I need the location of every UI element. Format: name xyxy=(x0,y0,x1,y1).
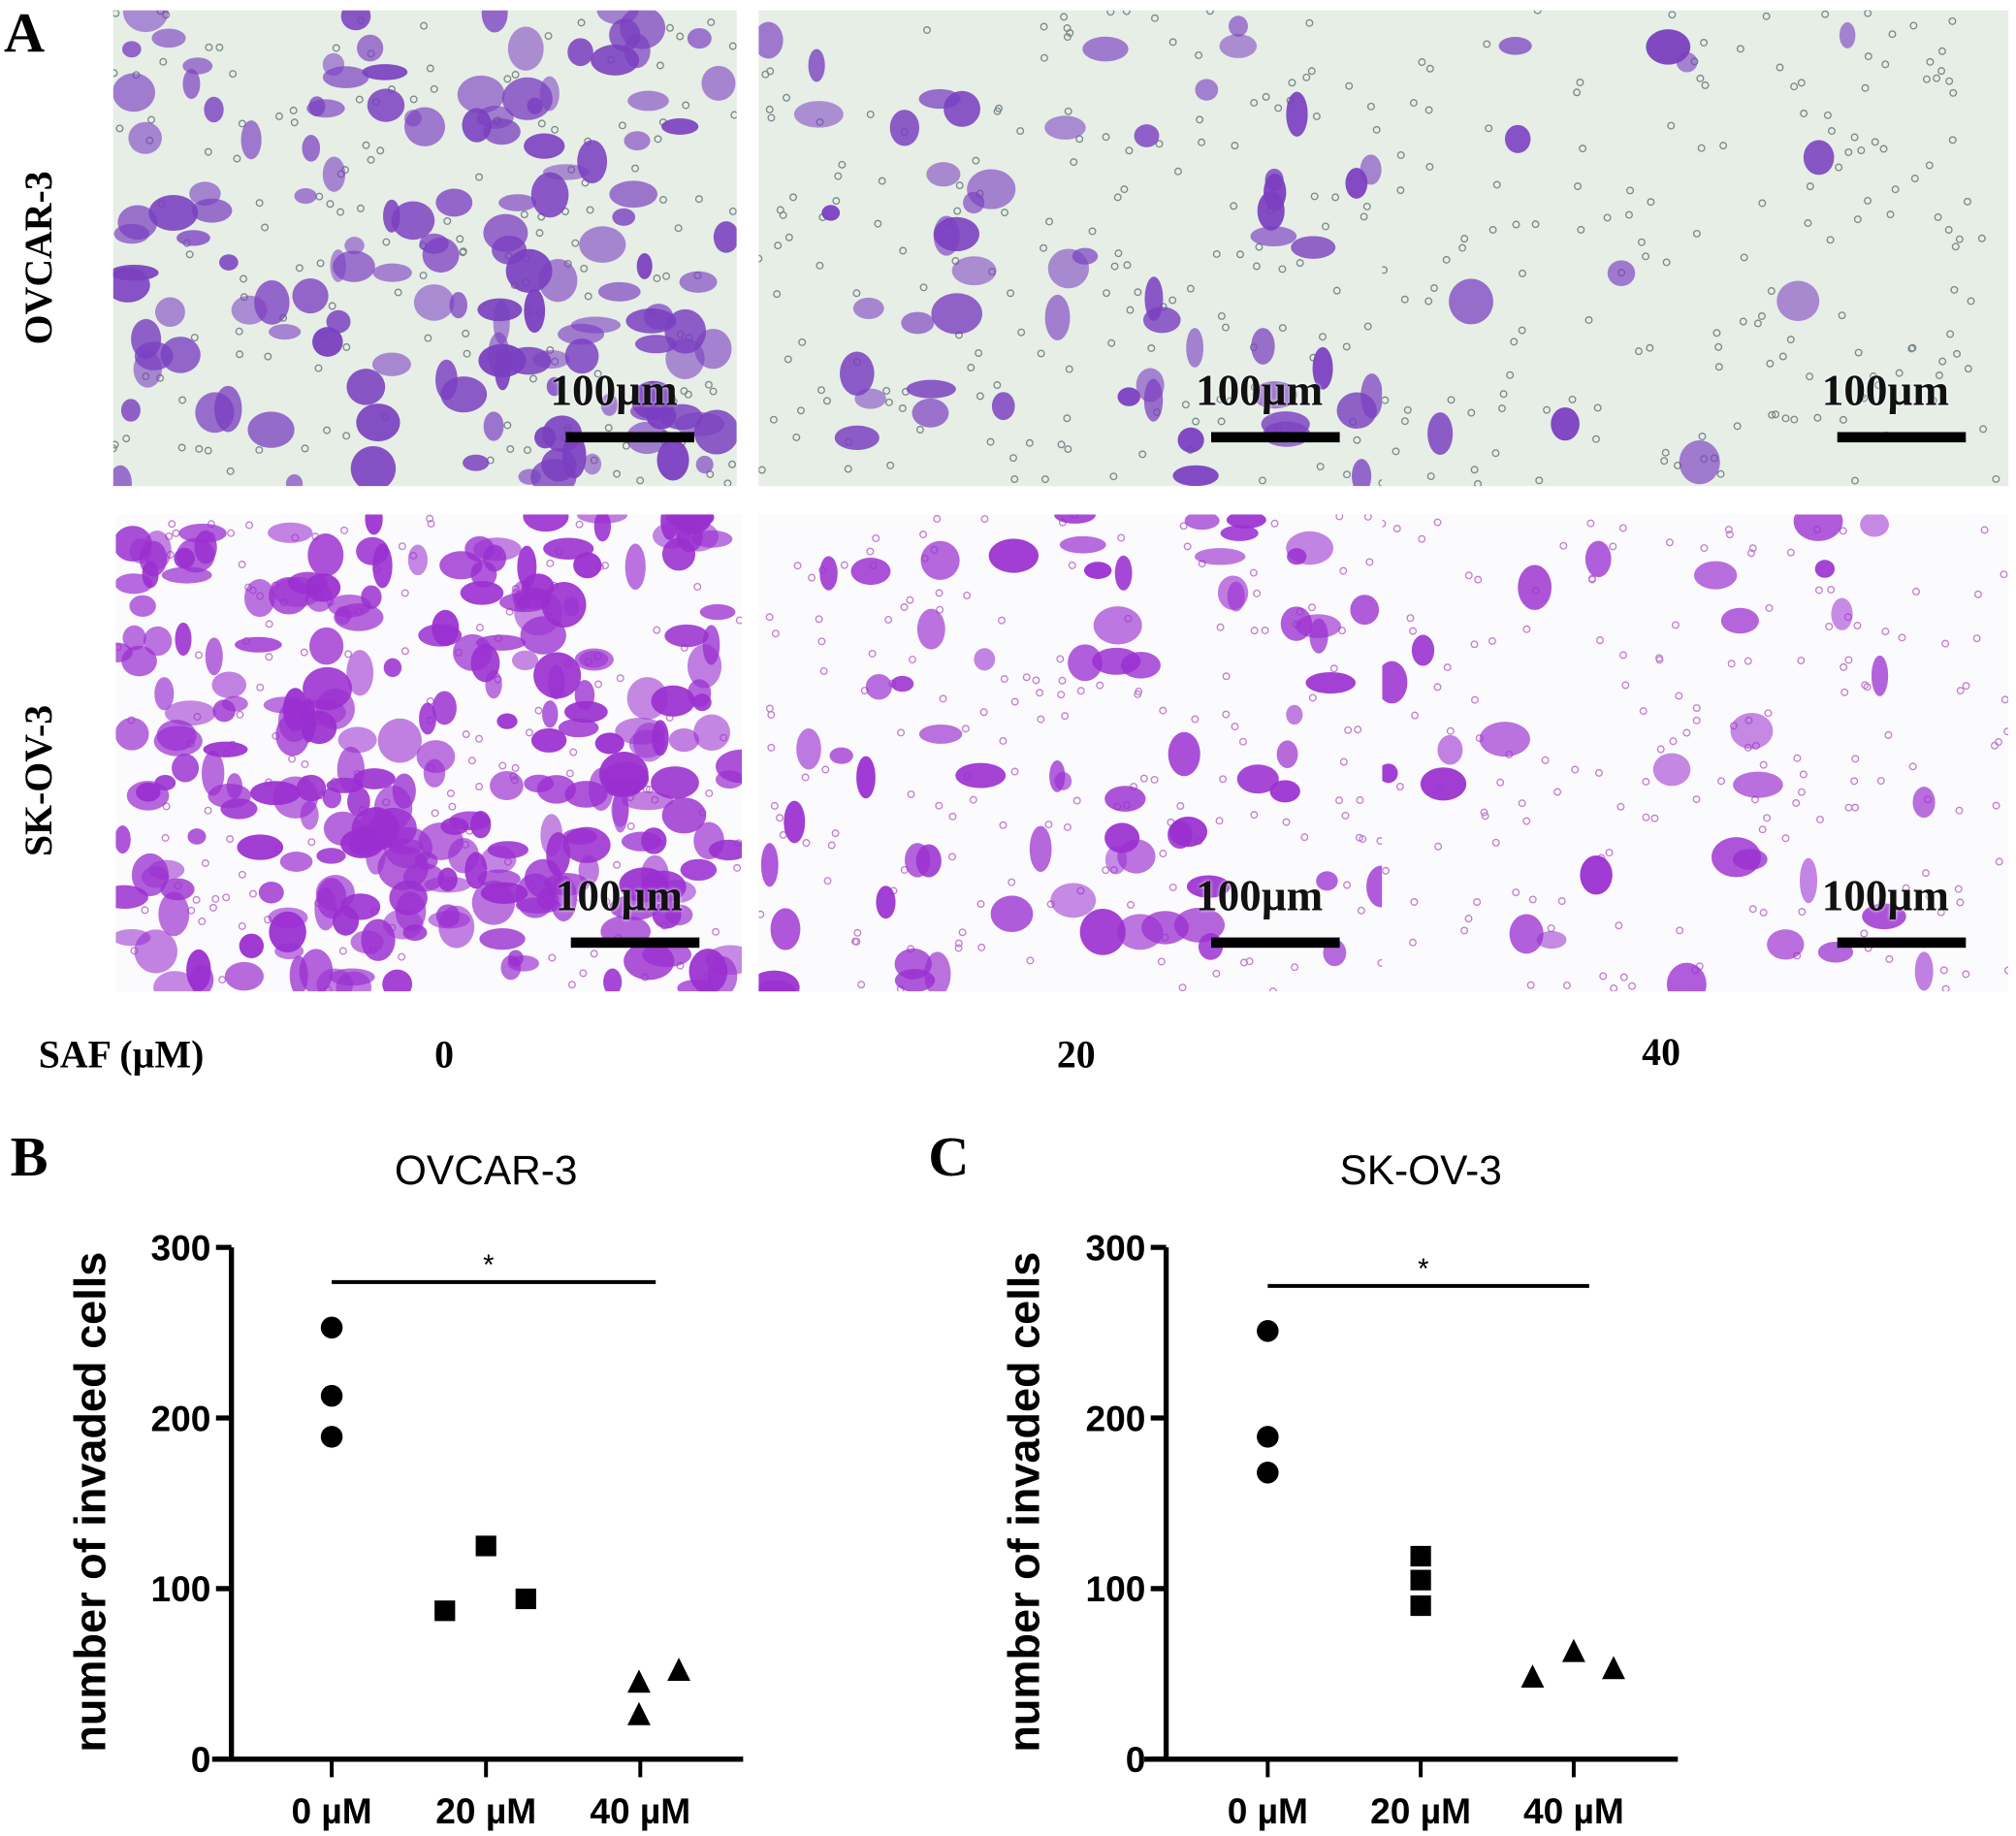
micrograph-ovcar-3-20: 100µm xyxy=(758,10,1383,487)
scale-bar xyxy=(1210,432,1340,443)
y-tick-label: 300 xyxy=(151,1227,211,1268)
scale-bar xyxy=(570,937,700,949)
panel-label-b: B xyxy=(10,1125,48,1189)
treatment-label: SAF (µM) xyxy=(38,1034,205,1077)
significance-label: * xyxy=(483,1250,494,1281)
data-point-square xyxy=(1410,1569,1431,1591)
micrograph-sk-ov-3-0: 100µm xyxy=(115,514,743,992)
micrograph-ovcar-3-40: 100µm xyxy=(1382,10,2009,487)
scale-bar-label: 100µm xyxy=(555,873,683,921)
y-axis-label: number of invaded cells xyxy=(66,1252,115,1753)
significance-label: * xyxy=(1418,1254,1428,1285)
data-point-square xyxy=(515,1588,536,1610)
data-point-triangle xyxy=(667,1658,691,1681)
data-point-circle xyxy=(1257,1320,1279,1342)
data-point-circle xyxy=(320,1384,343,1407)
micrograph-sk-ov-3-20: 100µm xyxy=(758,514,1383,992)
data-point-circle xyxy=(1257,1462,1279,1484)
x-tick-label: 0 µM xyxy=(291,1790,371,1831)
y-axis-label: number of invaded cells xyxy=(999,1252,1048,1753)
x-tick-label: 40 µM xyxy=(1523,1790,1624,1831)
scale-bar xyxy=(565,432,694,443)
scale-bar xyxy=(1837,432,1967,443)
chart-title-ovcar-3: OVCAR-3 xyxy=(395,1147,578,1193)
data-point-circle xyxy=(320,1426,343,1448)
x-tick-label: 20 µM xyxy=(435,1790,536,1831)
scale-bar-label: 100µm xyxy=(1196,873,1324,921)
x-tick-label: 20 µM xyxy=(1370,1790,1471,1831)
panel-label-c: C xyxy=(928,1125,970,1189)
y-tick-label: 300 xyxy=(1085,1227,1145,1268)
scale-bar xyxy=(1837,937,1967,949)
concentration-40: 40 xyxy=(1642,1031,1680,1075)
data-point-square xyxy=(1410,1594,1431,1617)
data-point-square xyxy=(1410,1545,1431,1567)
data-point-circle xyxy=(320,1316,343,1339)
scale-bar-label: 100µm xyxy=(1196,368,1324,416)
concentration-0: 0 xyxy=(434,1034,455,1077)
y-tick-label: 100 xyxy=(151,1568,211,1609)
scale-bar-label: 100µm xyxy=(1821,873,1949,921)
data-point-triangle xyxy=(627,1701,651,1725)
data-point-circle xyxy=(1257,1426,1279,1448)
x-tick-label: 0 µM xyxy=(1228,1790,1308,1831)
data-point-square xyxy=(434,1600,456,1622)
scale-bar xyxy=(1210,937,1340,949)
micrograph-ovcar-3-0: 100µm xyxy=(112,10,737,487)
x-tick-label: 40 µM xyxy=(590,1790,690,1831)
panel-label-a: A xyxy=(3,1,46,65)
y-tick-label: 100 xyxy=(1085,1568,1145,1609)
data-point-triangle xyxy=(1602,1656,1625,1680)
data-point-triangle xyxy=(1520,1664,1545,1689)
data-point-triangle xyxy=(1561,1638,1585,1662)
y-tick-label: 0 xyxy=(1126,1739,1146,1780)
concentration-20: 20 xyxy=(1056,1034,1096,1077)
scale-bar-label: 100µm xyxy=(550,368,678,416)
data-point-triangle xyxy=(627,1669,651,1693)
chart-title-sk-ov-3: SK-OV-3 xyxy=(1339,1147,1501,1193)
y-tick-label: 200 xyxy=(151,1398,211,1438)
y-tick-label: 200 xyxy=(1085,1398,1145,1438)
data-point-square xyxy=(475,1535,496,1557)
scale-bar-label: 100µm xyxy=(1821,368,1949,416)
y-tick-label: 0 xyxy=(191,1739,211,1780)
micrograph-sk-ov-3-40: 100µm xyxy=(1382,514,2009,992)
